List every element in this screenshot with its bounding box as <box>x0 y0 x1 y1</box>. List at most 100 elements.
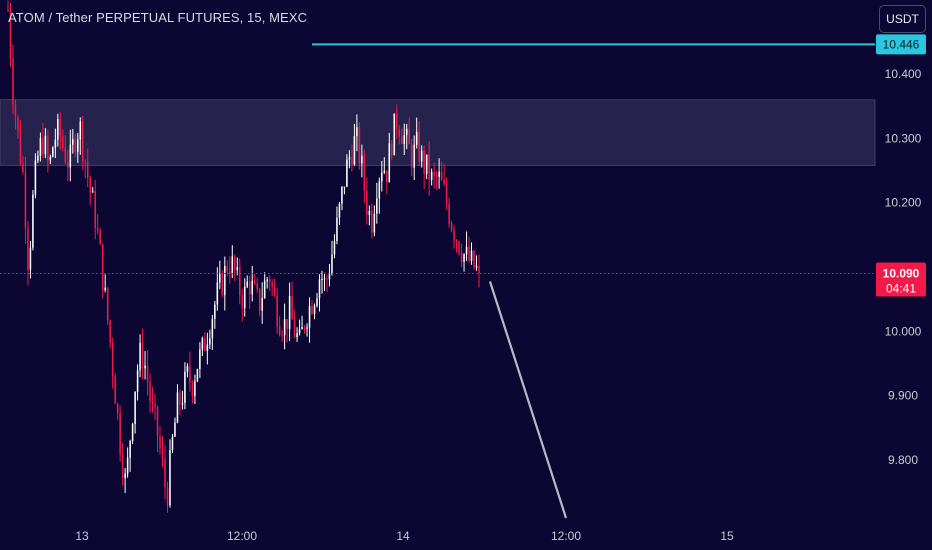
candle-body <box>89 177 92 193</box>
candle-body <box>204 338 206 351</box>
candle-body <box>303 327 306 329</box>
candle-body <box>268 279 271 283</box>
candle-body <box>94 191 96 229</box>
candle-body <box>373 213 376 233</box>
candle-body <box>316 298 318 306</box>
candle-body <box>326 278 328 280</box>
candle-body <box>119 413 121 455</box>
candle-body <box>301 327 303 330</box>
candle-body <box>376 198 378 214</box>
candle-body <box>353 136 356 165</box>
candle-body <box>405 128 408 135</box>
candle-body <box>333 240 336 255</box>
candle-body <box>226 265 229 271</box>
candle-body <box>311 305 313 314</box>
candle-body <box>37 155 39 161</box>
candle-body <box>14 104 17 117</box>
candle-body <box>470 250 473 261</box>
candle-body <box>201 338 204 350</box>
candle-body <box>126 457 129 474</box>
candle-body <box>81 121 84 161</box>
candle-body <box>455 240 458 242</box>
y-tick-label: 10.400 <box>885 67 922 81</box>
y-tick-label: 9.900 <box>888 389 918 403</box>
candle-body <box>296 333 298 338</box>
candle-body <box>151 401 154 404</box>
y-tick-label: 10.000 <box>885 324 922 338</box>
candle-body <box>67 162 69 168</box>
candle-body <box>129 441 131 458</box>
candle-body <box>395 113 398 130</box>
x-tick-label: 15 <box>720 529 734 543</box>
candle-body <box>109 320 111 343</box>
candle-body <box>72 139 74 145</box>
lines-layer <box>0 43 875 519</box>
candle-body <box>413 144 415 168</box>
candle-body <box>206 344 209 351</box>
candle-body <box>7 9 9 11</box>
candle-body <box>423 150 425 175</box>
candle-body <box>34 160 37 195</box>
candle-body <box>331 254 333 274</box>
chart-title: ATOM / Tether PERPETUAL FUTURES, 15, MEX… <box>8 10 308 25</box>
candle-body <box>418 131 420 162</box>
candle-body <box>445 184 448 204</box>
y-tick-label: 10.300 <box>885 131 922 145</box>
candle-body <box>211 318 214 339</box>
candle-body <box>29 247 32 270</box>
candle-body <box>164 458 166 488</box>
x-tick-label: 14 <box>396 529 410 543</box>
candle-body <box>224 265 226 295</box>
candle-body <box>388 143 391 183</box>
candle-body <box>425 154 428 175</box>
candle-body <box>468 246 470 261</box>
candle-body <box>435 175 438 177</box>
candle-body <box>403 134 406 144</box>
candle-body <box>64 147 67 163</box>
projection-line <box>488 281 568 519</box>
candle-body <box>291 296 293 320</box>
candle-body <box>321 279 323 281</box>
candle-body <box>420 150 423 162</box>
candle-body <box>47 135 49 161</box>
candle-body <box>42 138 44 155</box>
candle-body <box>19 130 22 164</box>
candle-body <box>44 135 47 155</box>
candle-body <box>283 319 286 336</box>
candle-body <box>338 203 341 218</box>
y-tick-label: 10.200 <box>885 196 922 210</box>
candle-body <box>69 144 72 168</box>
candle-body <box>116 403 119 414</box>
candle-body <box>443 179 445 185</box>
candle-body <box>161 448 164 459</box>
candle-body <box>253 280 256 284</box>
candle-body <box>341 187 343 204</box>
candle-body <box>62 136 64 148</box>
candle-body <box>351 157 353 165</box>
candle-body <box>246 281 249 287</box>
candle-body <box>371 211 373 233</box>
candle-body <box>261 298 263 311</box>
candle-body <box>214 304 216 319</box>
candle-body <box>84 160 87 163</box>
candle-body <box>149 381 151 402</box>
candle-body <box>114 375 116 404</box>
x-tick-label: 12:00 <box>551 529 581 543</box>
candle-body <box>219 273 221 283</box>
currency-button[interactable]: USDT <box>879 5 926 33</box>
candle-body <box>400 136 403 144</box>
candle-body <box>104 287 106 291</box>
candle-body <box>298 329 301 334</box>
candle-body <box>243 286 246 309</box>
candle-body <box>383 170 386 173</box>
candle-body <box>86 162 89 178</box>
candle-body <box>251 280 253 295</box>
candle-body <box>101 244 104 291</box>
candle-body <box>306 327 308 329</box>
last-price-label: 10.090 <box>883 266 920 280</box>
candle-body <box>473 250 475 268</box>
candle-body <box>111 342 114 376</box>
candle-body <box>91 191 94 193</box>
candle-body <box>361 155 363 164</box>
